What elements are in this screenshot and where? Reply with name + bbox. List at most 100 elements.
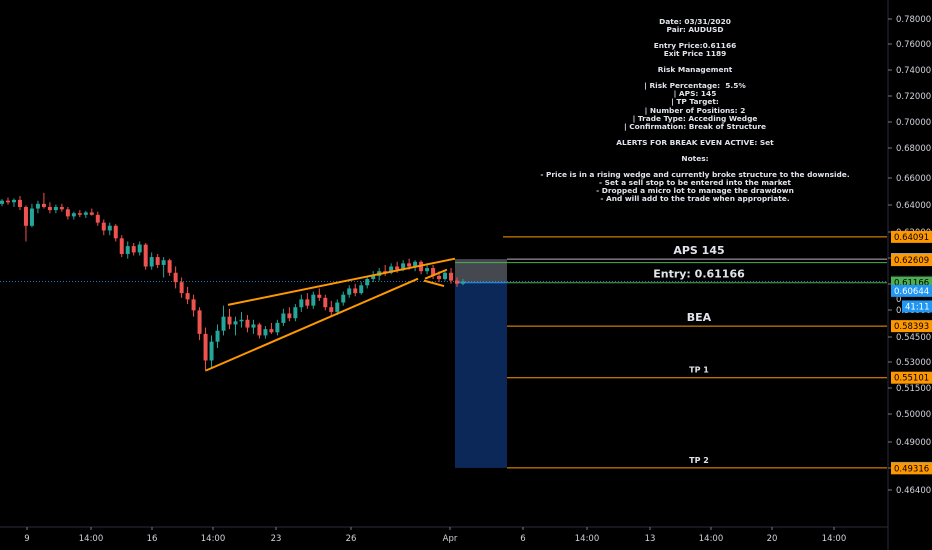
candle[interactable] — [167, 258, 172, 276]
candle[interactable] — [455, 277, 460, 287]
candle[interactable] — [41, 192, 46, 209]
time-tick-label: 9 — [24, 534, 29, 544]
candle[interactable] — [77, 210, 82, 218]
candle[interactable] — [221, 305, 226, 336]
price-badge[interactable]: 0.62609 — [891, 254, 932, 267]
candle[interactable] — [233, 316, 238, 336]
candle[interactable] — [209, 335, 214, 369]
candle-body — [119, 238, 124, 254]
candle[interactable] — [263, 326, 268, 339]
candle[interactable] — [257, 322, 262, 339]
price-badge[interactable]: 0.49316 — [891, 462, 932, 475]
price-badge[interactable]: 0.55101 — [891, 371, 932, 384]
candle[interactable] — [203, 327, 208, 372]
price-badge[interactable]: 41:11 — [902, 300, 932, 313]
candle[interactable] — [347, 285, 352, 298]
candle-body — [101, 222, 106, 231]
price-badge-box — [902, 300, 932, 313]
candle-body — [239, 319, 244, 322]
candle[interactable] — [113, 224, 118, 242]
candle[interactable] — [179, 277, 184, 298]
candle[interactable] — [53, 204, 58, 214]
stop-loss-zone[interactable] — [455, 259, 507, 283]
price-badge[interactable]: 0.60644 — [891, 284, 932, 297]
candle-body — [65, 209, 70, 217]
candle[interactable] — [299, 294, 304, 312]
candle[interactable] — [95, 211, 100, 226]
candle[interactable] — [71, 211, 76, 220]
candle[interactable] — [251, 319, 256, 334]
candle[interactable] — [0, 199, 4, 207]
candle[interactable] — [101, 219, 106, 236]
candle[interactable] — [23, 205, 28, 242]
candle[interactable] — [65, 206, 70, 220]
candle[interactable] — [47, 202, 52, 214]
candle[interactable] — [461, 279, 465, 286]
candle[interactable] — [185, 286, 190, 305]
candle[interactable] — [323, 294, 328, 311]
candle[interactable] — [107, 222, 112, 236]
candle[interactable] — [305, 293, 310, 309]
candle[interactable] — [287, 307, 292, 322]
candle[interactable] — [59, 203, 64, 212]
candle[interactable] — [197, 307, 202, 341]
candle[interactable] — [155, 253, 160, 269]
trade-note: Date: 03/31/2020 Pair: AUDUSD Entry Price:… — [520, 17, 870, 203]
candle[interactable] — [83, 210, 88, 218]
candle[interactable] — [191, 294, 196, 317]
candle-body — [35, 203, 40, 209]
candle-body — [305, 299, 310, 306]
candle[interactable] — [275, 319, 280, 336]
candle[interactable] — [245, 315, 250, 333]
candle[interactable] — [413, 260, 418, 272]
candle[interactable] — [311, 291, 316, 309]
candle[interactable] — [137, 241, 142, 256]
candle[interactable] — [449, 268, 454, 284]
candle[interactable] — [125, 241, 130, 259]
candle[interactable] — [281, 308, 286, 327]
time-tick-label: 20 — [767, 534, 778, 544]
price-badge[interactable]: 0.58393 — [891, 320, 932, 333]
candle-body — [413, 261, 418, 267]
candle[interactable] — [341, 291, 346, 306]
candle[interactable] — [317, 288, 322, 301]
break-structure-line-2[interactable] — [423, 279, 445, 288]
time-tick-label: 14:00 — [201, 534, 226, 544]
candle[interactable] — [329, 300, 334, 317]
candle[interactable] — [365, 275, 370, 289]
candle[interactable] — [293, 304, 298, 322]
candle[interactable] — [269, 322, 274, 334]
candle-body — [227, 316, 232, 325]
candle[interactable] — [11, 198, 16, 207]
candle[interactable] — [353, 283, 358, 297]
candle[interactable] — [161, 257, 166, 278]
candle[interactable] — [149, 252, 154, 270]
candle[interactable] — [131, 243, 136, 256]
candle[interactable] — [227, 308, 232, 330]
candle[interactable] — [35, 200, 40, 214]
candle[interactable] — [29, 203, 34, 228]
time-axis[interactable]: 9 14:00 16 14:00 23 26 Apr 6 14:00 13 14:00 20 14:00 — [0, 526, 888, 544]
candle[interactable] — [359, 282, 364, 295]
candle[interactable] — [173, 266, 178, 289]
candle[interactable] — [89, 208, 94, 216]
wedge-lower-line[interactable] — [205, 277, 419, 372]
candle[interactable] — [431, 264, 436, 280]
time-tick-label: 23 — [271, 534, 282, 544]
price-badge-label: 0.58393 — [894, 322, 929, 332]
candle[interactable] — [239, 311, 244, 328]
candle[interactable] — [119, 235, 124, 258]
candle[interactable] — [143, 243, 148, 270]
position-zones — [455, 259, 507, 468]
take-profit-zone[interactable] — [455, 282, 507, 468]
candle[interactable] — [17, 196, 22, 211]
candle[interactable] — [215, 324, 220, 348]
price-badge[interactable]: 0.64091 — [891, 230, 932, 243]
break-structure-line[interactable] — [424, 268, 448, 280]
candle[interactable] — [5, 197, 10, 205]
note-line: Exit Price 1189 — [663, 49, 727, 59]
candle[interactable] — [335, 299, 340, 316]
wedge-upper-line[interactable] — [227, 257, 456, 306]
candle[interactable] — [371, 271, 376, 283]
